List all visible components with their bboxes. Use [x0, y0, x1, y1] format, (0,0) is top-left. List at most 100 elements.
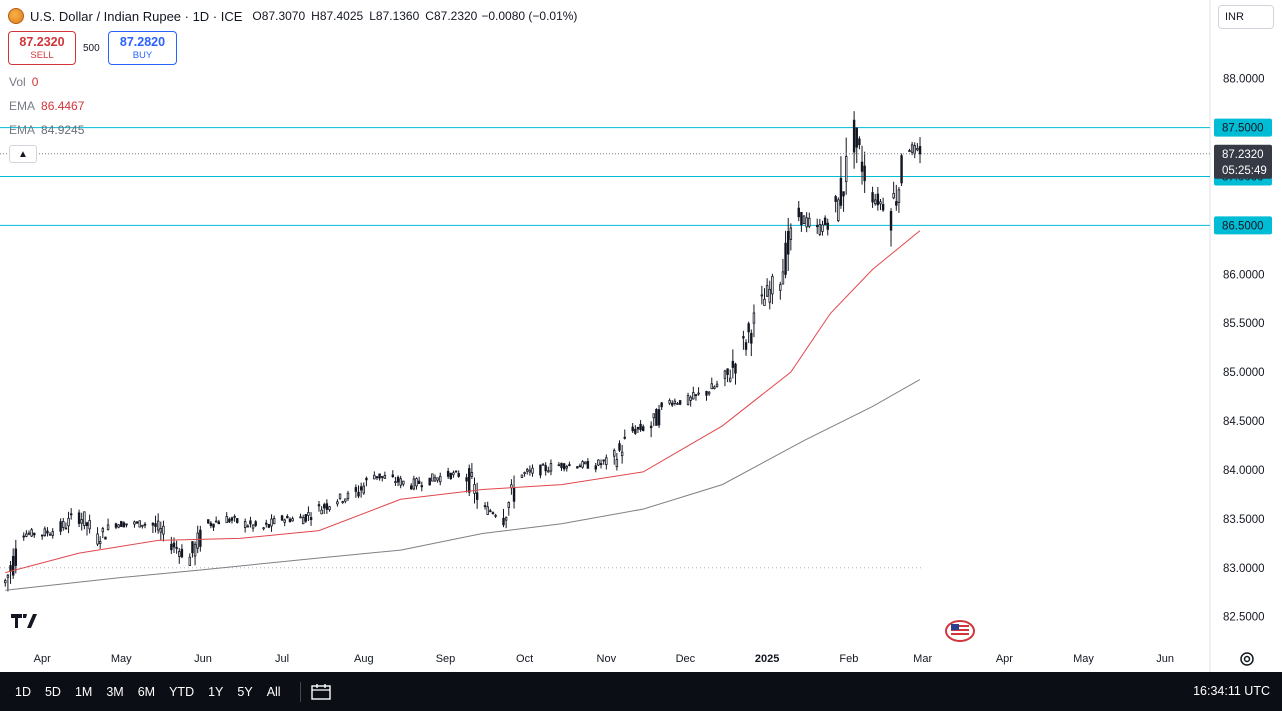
candle-body — [631, 426, 634, 432]
range-button-5y[interactable]: 5Y — [237, 684, 253, 699]
candle-body — [876, 193, 880, 206]
candle-body — [908, 150, 911, 153]
symbol-title[interactable]: U.S. Dollar / Indian Rupee · 1D · ICE — [30, 8, 243, 24]
candle-body — [881, 204, 885, 211]
candle-body — [138, 520, 141, 528]
spread-value: 500 — [83, 43, 100, 54]
range-button-1y[interactable]: 1Y — [208, 684, 224, 699]
candle-body — [272, 518, 276, 525]
candle-body — [916, 148, 919, 151]
candle-body — [410, 485, 413, 490]
range-button-all[interactable]: All — [266, 684, 281, 699]
candle-body — [689, 396, 692, 401]
candle-body — [304, 514, 308, 522]
candle-body — [892, 193, 895, 199]
ema-fast-legend[interactable]: EMA 86.4467 — [9, 99, 84, 113]
candle-body — [98, 541, 102, 544]
volume-legend[interactable]: Vol 0 — [9, 75, 38, 89]
candle-body — [141, 524, 144, 527]
candle-body — [873, 199, 877, 205]
candle-body — [491, 512, 495, 515]
candle-body — [821, 224, 824, 232]
candle-body — [729, 377, 732, 382]
candle-body — [465, 477, 468, 482]
sell-price: 87.2320 — [19, 35, 65, 49]
candle-body — [771, 276, 774, 295]
candle-body — [547, 470, 550, 473]
candle-body — [354, 487, 358, 492]
candle-body — [797, 207, 800, 218]
range-button-5d[interactable]: 5D — [44, 684, 61, 699]
candle-body — [473, 484, 476, 494]
candle-body — [707, 391, 711, 395]
candle-body — [715, 383, 719, 387]
range-button-3m[interactable]: 3M — [106, 684, 124, 699]
candle-body — [233, 515, 236, 518]
candle-body — [439, 475, 442, 483]
level-price-label: 86.5000 — [1222, 220, 1264, 232]
sell-button[interactable]: 87.2320 SELL — [8, 31, 76, 65]
currency-selector[interactable]: INR — [1218, 5, 1274, 29]
sell-label: SELL — [30, 50, 54, 61]
collapse-legend-button[interactable]: ▲ — [9, 145, 37, 163]
candle-body — [615, 459, 619, 468]
calendar-range-icon[interactable] — [299, 681, 331, 702]
candle-body — [283, 519, 286, 523]
candle-body — [657, 409, 661, 426]
us-flag-icon[interactable] — [945, 620, 975, 642]
gear-icon[interactable] — [1238, 650, 1256, 668]
candle-body — [895, 201, 898, 206]
candle-body — [786, 230, 790, 255]
candle-body — [162, 525, 165, 535]
time-tick-label: Apr — [996, 653, 1013, 665]
candle-body — [383, 475, 387, 479]
low-value: 87.1360 — [375, 9, 420, 23]
candle-body — [781, 271, 785, 285]
range-button-1d[interactable]: 1D — [15, 684, 31, 699]
candle-body — [159, 528, 163, 533]
candle-body — [344, 498, 347, 502]
last-price-tag[interactable] — [1214, 144, 1272, 179]
candle-body — [317, 504, 321, 507]
level-price-label: 87.5000 — [1222, 123, 1264, 135]
ema-fast-value: 86.4467 — [41, 99, 85, 113]
candle-body — [742, 336, 745, 339]
candle-body — [88, 520, 91, 530]
candle-body — [391, 474, 395, 478]
candle-body — [399, 478, 402, 486]
range-button-1m[interactable]: 1M — [74, 684, 93, 699]
price-chart[interactable]: 88.0000 86.0000 85.5000 85.0000 84.5000 84.00… — [0, 0, 1282, 672]
candle-body — [918, 146, 922, 155]
buy-price: 87.2820 — [119, 35, 166, 49]
candle-body — [483, 505, 487, 508]
candle-body — [784, 242, 787, 275]
level-price-tag[interactable] — [1214, 118, 1272, 137]
open-value: 87.3070 — [261, 9, 306, 23]
buy-button[interactable]: 87.2820 BUY — [108, 31, 177, 65]
candle-body — [11, 555, 15, 576]
candle-body — [178, 551, 181, 557]
candle-body — [431, 473, 434, 482]
candle-body — [594, 465, 597, 470]
candle-body — [486, 506, 489, 515]
candle-body — [528, 469, 532, 473]
range-button-6m[interactable]: 6M — [137, 684, 156, 699]
tradingview-logo-icon[interactable] — [11, 613, 41, 634]
level-price-tag[interactable] — [1214, 216, 1272, 235]
candle-body — [62, 520, 65, 528]
chevron-up-icon: ▲ — [18, 148, 28, 160]
time-tick-label: May — [1073, 653, 1094, 665]
candle-body — [207, 519, 210, 524]
change-value: −0.0080 (−0.01%) — [481, 9, 578, 23]
range-button-ytd[interactable]: YTD — [169, 684, 195, 699]
candle-body — [394, 481, 397, 483]
time-tick-label: Apr — [34, 653, 51, 665]
candle-body — [106, 524, 110, 530]
range-selector: 1D 5D 1M 3M 6M YTD 1Y 5Y All — [8, 685, 288, 699]
ema-slow-legend[interactable]: EMA 84.9245 — [9, 123, 84, 137]
candle-body — [834, 196, 837, 202]
candle-body — [228, 518, 231, 523]
clock[interactable]: 16:34:11 UTC — [1193, 684, 1270, 698]
price-tick-label: 85.5000 — [1223, 318, 1265, 330]
